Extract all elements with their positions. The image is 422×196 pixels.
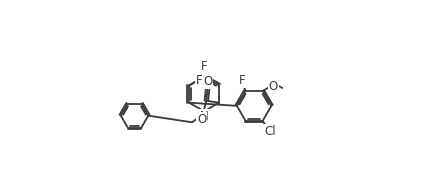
Text: Cl: Cl bbox=[265, 125, 276, 138]
Text: F: F bbox=[239, 74, 246, 87]
Text: F: F bbox=[196, 74, 203, 87]
Text: O: O bbox=[269, 80, 278, 93]
Text: N: N bbox=[200, 110, 209, 123]
Text: O: O bbox=[203, 75, 213, 88]
Text: O: O bbox=[197, 113, 206, 126]
Text: F: F bbox=[201, 60, 208, 73]
